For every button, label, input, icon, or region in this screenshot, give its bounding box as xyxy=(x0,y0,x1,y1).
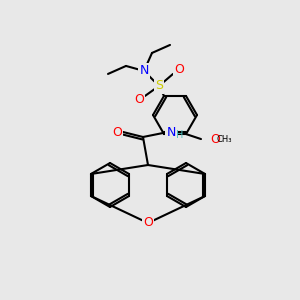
Text: N: N xyxy=(139,64,149,77)
Text: O: O xyxy=(143,217,153,230)
Text: O: O xyxy=(174,63,184,76)
Text: O: O xyxy=(134,93,144,106)
Text: CH₃: CH₃ xyxy=(216,135,232,144)
Text: O: O xyxy=(210,133,220,146)
Text: S: S xyxy=(155,80,163,92)
Text: H: H xyxy=(176,130,184,140)
Text: O: O xyxy=(112,125,122,139)
Text: N: N xyxy=(166,125,176,139)
